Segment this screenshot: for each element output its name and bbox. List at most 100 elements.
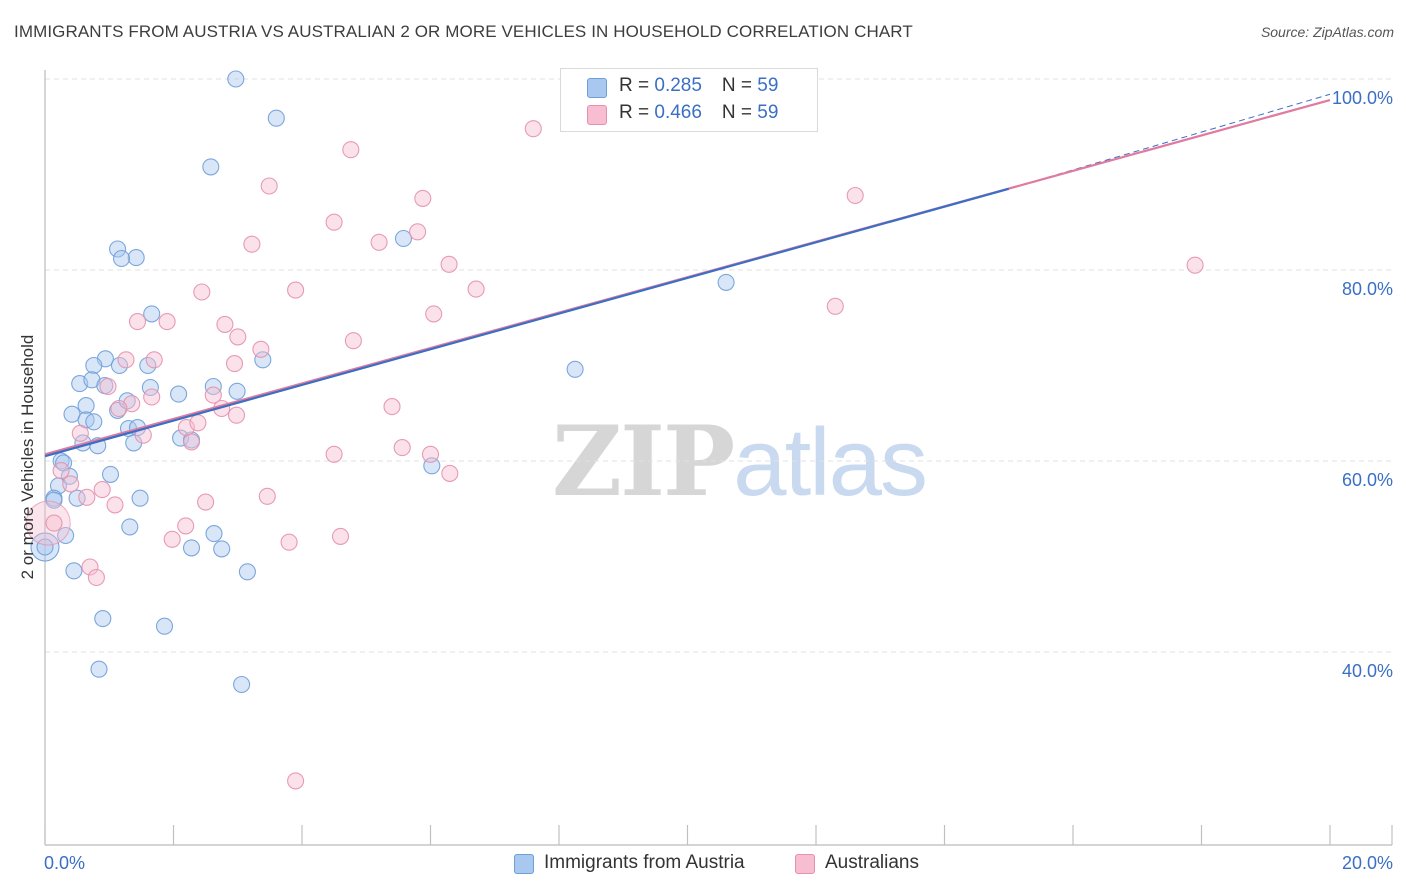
r-value: 0.285	[654, 75, 702, 96]
data-point	[145, 351, 163, 369]
data-point	[342, 141, 360, 159]
data-point	[52, 452, 70, 470]
data-point	[143, 388, 161, 406]
n-label: N =	[721, 102, 758, 123]
y-axis-label: 2 or more Vehicles in Household	[18, 334, 37, 580]
data-point	[440, 255, 458, 273]
data-point	[204, 386, 222, 404]
series-australians	[25, 120, 1204, 790]
legend-row-text: R = 0.466 N = 59	[619, 102, 778, 124]
n-value: 59	[757, 75, 779, 96]
data-point	[139, 356, 157, 375]
data-point	[193, 283, 211, 301]
data-point	[229, 328, 247, 346]
data-point	[228, 382, 246, 400]
data-point	[101, 465, 120, 483]
data-point	[85, 356, 103, 375]
data-point	[155, 617, 174, 635]
legend-label: Immigrants from Austria	[544, 852, 745, 873]
tick-labels: 40.0% 60.0% 80.0% 100.0% 0.0% 20.0%	[44, 88, 1393, 873]
data-point	[1186, 256, 1204, 274]
data-point	[90, 660, 108, 678]
y-tick-label: 40.0%	[1342, 661, 1393, 681]
data-point	[383, 398, 401, 416]
y-tick-label: 60.0%	[1342, 470, 1393, 490]
legend-swatch-blue	[587, 78, 607, 98]
data-point	[158, 313, 176, 331]
data-point	[36, 538, 54, 556]
data-point	[421, 445, 440, 463]
data-point	[280, 533, 298, 551]
data-point	[99, 377, 117, 396]
data-point	[65, 562, 83, 580]
data-point	[227, 70, 245, 88]
data-point	[331, 527, 350, 545]
data-point	[370, 233, 388, 251]
data-point	[393, 439, 411, 457]
data-point	[717, 273, 735, 291]
data-point	[71, 424, 89, 442]
data-point	[243, 235, 261, 253]
data-point	[202, 158, 220, 176]
data-point	[267, 109, 285, 127]
source-label: Source: ZipAtlas.com	[1260, 24, 1394, 40]
data-point	[233, 675, 251, 694]
r-label: R =	[619, 102, 655, 123]
trend-line-austria	[44, 187, 1010, 458]
data-point	[81, 558, 99, 576]
chart-title: IMMIGRANTS FROM AUSTRIA VS AUSTRALIAN 2 …	[14, 22, 913, 41]
data-point	[163, 530, 181, 548]
series-immigrants-from-austria	[30, 70, 735, 694]
data-point	[441, 464, 459, 482]
data-point	[287, 281, 305, 299]
data-point	[287, 772, 305, 790]
data-point	[172, 429, 190, 447]
series-legend: Immigrants from Austria Australians	[0, 850, 1406, 878]
data-point	[227, 406, 246, 424]
y-tick-label: 80.0%	[1342, 279, 1393, 299]
data-point	[197, 493, 215, 511]
data-point	[524, 120, 542, 138]
y-tick-label: 100.0%	[1332, 88, 1393, 108]
legend-row-text: R = 0.285 N = 59	[619, 75, 778, 97]
data-point	[182, 539, 201, 557]
data-point	[414, 189, 432, 207]
data-point	[25, 500, 71, 546]
data-point	[77, 397, 95, 415]
legend-label: Australians	[825, 852, 919, 873]
data-point	[225, 355, 244, 373]
data-point	[213, 540, 231, 558]
data-point	[87, 568, 105, 587]
data-point	[143, 305, 161, 323]
data-point	[62, 475, 80, 493]
n-label: N =	[721, 75, 758, 96]
data-point	[394, 229, 413, 248]
data-point	[189, 414, 207, 432]
data-point	[110, 399, 128, 418]
x-tick-label: 0.0%	[44, 853, 85, 873]
legend-swatch-pink	[587, 105, 607, 125]
data-point	[177, 517, 195, 535]
data-point	[112, 249, 131, 268]
data-point	[216, 315, 234, 333]
data-point	[258, 487, 276, 505]
data-point	[127, 249, 145, 267]
data-point	[121, 518, 139, 536]
data-point	[94, 610, 112, 628]
data-point	[205, 525, 223, 543]
data-point	[128, 313, 147, 331]
data-point	[45, 514, 63, 532]
data-point	[131, 489, 149, 507]
correlation-legend: R = 0.285 N = 59 R = 0.466 N = 59	[560, 68, 818, 132]
data-point	[57, 526, 75, 545]
legend-swatch-blue	[514, 854, 534, 874]
data-point	[238, 563, 256, 581]
data-point	[93, 481, 111, 499]
watermark-atlas: atlas	[733, 409, 928, 516]
data-point	[260, 177, 278, 195]
trend-lines	[44, 93, 1331, 458]
data-point	[204, 377, 222, 396]
data-point	[566, 360, 584, 378]
axes	[44, 70, 1393, 846]
